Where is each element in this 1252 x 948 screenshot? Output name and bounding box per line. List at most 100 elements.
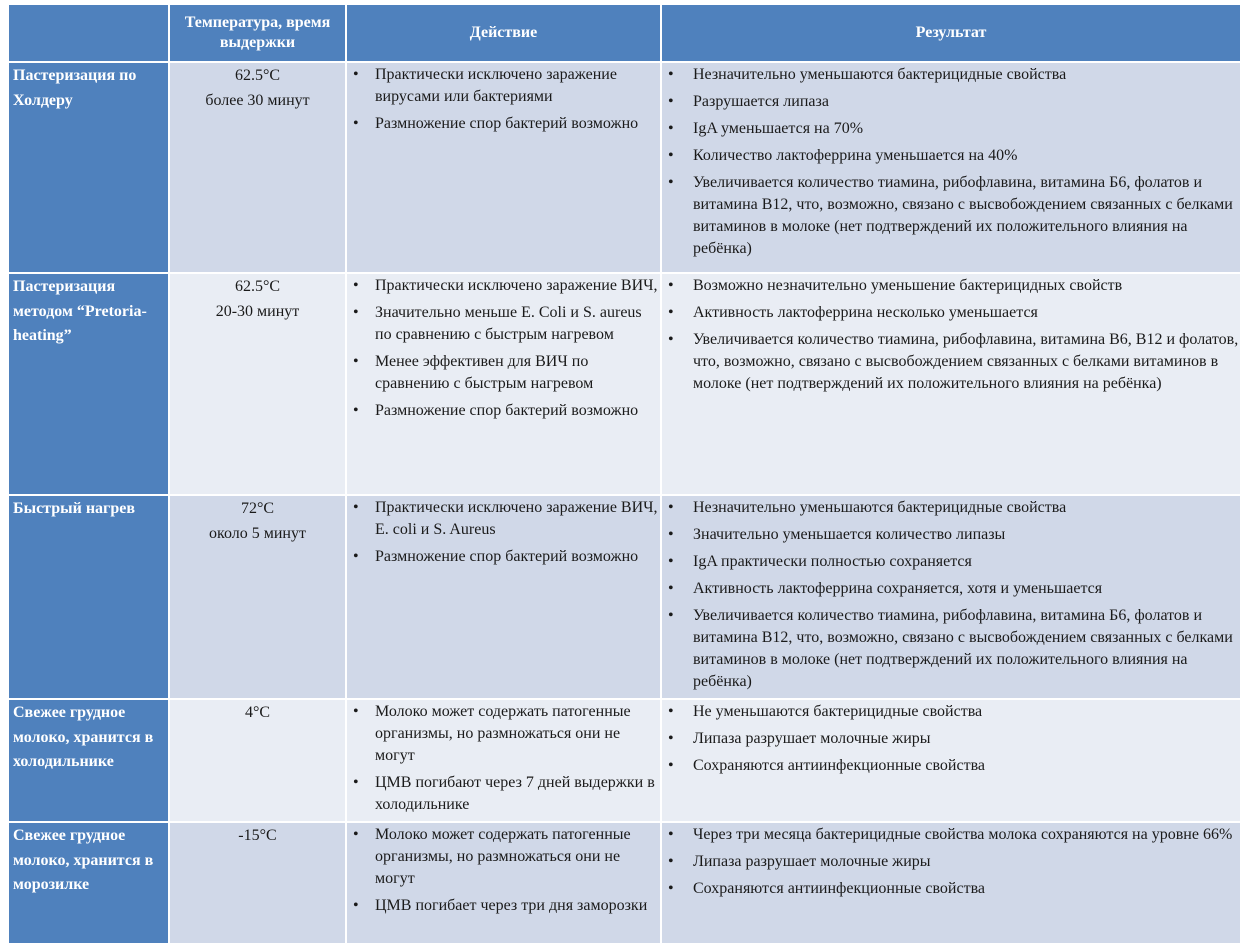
header-temperature: Температура, время выдержки	[168, 3, 347, 63]
list-item: • Молоко может содержать патогенные орган…	[347, 824, 660, 890]
bullet-icon: •	[668, 304, 674, 321]
list-item: • Увеличивается количество тиамина, рибоф…	[662, 605, 1240, 693]
action-text: Молоко может содержать патогенные органи…	[375, 703, 631, 764]
bullet-icon: •	[668, 277, 674, 294]
temperature-line: около 5 минут	[209, 524, 306, 542]
list-item: • Сохраняются антиинфекционные свойства	[662, 755, 1240, 777]
action-text: Менее эффективен для ВИЧ по сравнению с …	[375, 353, 594, 392]
temperature-line: 62.5°C	[234, 278, 281, 295]
action-text: Значительно меньше E. Coli и S. aureus п…	[375, 304, 642, 343]
action-text: Размножение спор бактерий возможно	[375, 115, 639, 132]
list-item: • Незначительно уменьшаются бактерицидные…	[662, 64, 1240, 86]
list-item: • Практически исключено заражение ВИЧ, E.…	[347, 497, 660, 541]
list-item: • Активность лактоферрина сохраняется, хо…	[662, 578, 1240, 600]
header-result: Результат	[660, 3, 1242, 63]
action-cell: • Молоко может содержать патогенные орган…	[345, 698, 662, 823]
action-text: ЦМВ погибают через 7 дней выдержки в хол…	[375, 774, 655, 813]
bullet-icon: •	[353, 66, 359, 83]
list-item: • Незначительно уменьшаются бактерицидные…	[662, 497, 1240, 519]
action-text: ЦМВ погибает через три дня заморозки	[375, 897, 648, 914]
temperature-cell: 72°C около 5 минут	[168, 494, 347, 700]
result-list: • Через три месяца бактерицидные свойства…	[662, 824, 1240, 900]
temperature-line: 72°C	[240, 500, 275, 517]
result-text: IgA уменьшается на 70%	[693, 120, 864, 137]
method-label: Пастеризация по Холдеру	[7, 61, 170, 274]
action-text: Практически исключено заражение ВИЧ, E. …	[375, 499, 658, 538]
temperature-line: 4°C	[244, 704, 271, 721]
result-text: Разрушается липаза	[693, 93, 829, 110]
result-text: Увеличивается количество тиамина, рибофл…	[693, 331, 1239, 392]
list-item: • Липаза разрушает молочные жиры	[662, 728, 1240, 750]
result-text: Незначительно уменьшаются бактерицидные …	[693, 499, 1067, 516]
temperature-cell: 62.5°C более 30 минут	[168, 61, 347, 274]
action-cell: • Молоко может содержать патогенные орган…	[345, 821, 662, 945]
result-list: • Незначительно уменьшаются бактерицидные…	[662, 497, 1240, 693]
bullet-icon: •	[353, 304, 359, 321]
bullet-icon: •	[668, 147, 674, 164]
table-row: Свежее грудное молоко, хранится в морози…	[7, 821, 1242, 945]
list-item: • Не уменьшаются бактерицидные свойства	[662, 701, 1240, 723]
action-text: Молоко может содержать патогенные органи…	[375, 826, 631, 887]
result-text: Увеличивается количество тиамина, рибофл…	[693, 174, 1233, 257]
list-item: • ЦМВ погибает через три дня заморозки	[347, 895, 660, 917]
result-list: • Незначительно уменьшаются бактерицидные…	[662, 64, 1240, 260]
result-text: Липаза разрушает молочные жиры	[693, 853, 931, 870]
action-cell: • Практически исключено заражение ВИЧ, • Зн…	[345, 272, 662, 496]
list-item: • Значительно меньше E. Coli и S. aureus …	[347, 302, 660, 346]
bullet-icon: •	[668, 93, 674, 110]
list-item: • Размножение спор бактерий возможно	[347, 113, 660, 135]
temperature-cell: -15°C	[168, 821, 347, 945]
list-item: • Молоко может содержать патогенные орган…	[347, 701, 660, 767]
list-item: • Размножение спор бактерий возможно	[347, 400, 660, 422]
list-item: • Практически исключено заражение ВИЧ,	[347, 275, 660, 297]
bullet-icon: •	[668, 499, 674, 516]
result-list: • Возможно незначительно уменьшение бакте…	[662, 275, 1240, 395]
bullet-icon: •	[353, 277, 359, 294]
bullet-icon: •	[668, 553, 674, 570]
method-label: Пастеризация методом “Pretoria-heating”	[7, 272, 170, 496]
action-text: Размножение спор бактерий возможно	[375, 402, 639, 419]
result-list: • Не уменьшаются бактерицидные свойства • Л…	[662, 701, 1240, 777]
bullet-icon: •	[668, 826, 674, 843]
result-text: Не уменьшаются бактерицидные свойства	[693, 703, 983, 720]
result-text: Липаза разрушает молочные жиры	[693, 730, 931, 747]
result-cell: • Возможно незначительно уменьшение бакте…	[660, 272, 1242, 496]
list-item: • Увеличивается количество тиамина, рибоф…	[662, 329, 1240, 395]
result-text: IgA практически полностью сохраняется	[693, 553, 972, 570]
result-text: Значительно уменьшается количество липаз…	[693, 526, 1006, 543]
list-item: • Через три месяца бактерицидные свойства…	[662, 824, 1240, 846]
bullet-icon: •	[668, 580, 674, 597]
temperature-line: 20-30 минут	[215, 302, 300, 320]
result-text: Активность лактоферрина несколько уменьш…	[693, 304, 1038, 321]
bullet-icon: •	[668, 120, 674, 137]
bullet-icon: •	[353, 402, 359, 419]
result-cell: • Не уменьшаются бактерицидные свойства • Л…	[660, 698, 1242, 823]
result-text: Через три месяца бактерицидные свойства …	[693, 826, 1233, 843]
action-cell: • Практически исключено заражение вирусам…	[345, 61, 662, 274]
list-item: • IgA практически полностью сохраняется	[662, 551, 1240, 573]
table-row: Свежее грудное молоко, хранится в холоди…	[7, 698, 1242, 823]
action-text: Практически исключено заражение вирусами…	[375, 66, 617, 105]
table-row: Пастеризация по Холдеру 62.5°C более 30 ми…	[7, 61, 1242, 274]
bullet-icon: •	[668, 174, 674, 191]
action-cell: • Практически исключено заражение ВИЧ, E.…	[345, 494, 662, 700]
bullet-icon: •	[668, 703, 674, 720]
header-row: Температура, время выдержки Действие Рез…	[7, 3, 1242, 63]
bullet-icon: •	[668, 331, 674, 348]
temperature-line: -15°C	[238, 827, 277, 844]
list-item: • Количество лактоферрина уменьшается на …	[662, 145, 1240, 167]
bullet-icon: •	[353, 897, 359, 914]
list-item: • Активность лактоферрина несколько умень…	[662, 302, 1240, 324]
bullet-icon: •	[668, 757, 674, 774]
list-item: • Возможно незначительно уменьшение бакте…	[662, 275, 1240, 297]
result-text: Количество лактоферрина уменьшается на 4…	[693, 147, 1018, 164]
table-row: Быстрый нагрев 72°C около 5 минут • Практиче…	[7, 494, 1242, 700]
bullet-icon: •	[353, 115, 359, 132]
pasteurization-table: Температура, время выдержки Действие Рез…	[7, 3, 1242, 945]
list-item: • IgA уменьшается на 70%	[662, 118, 1240, 140]
bullet-icon: •	[353, 353, 359, 370]
action-text: Практически исключено заражение ВИЧ,	[375, 277, 658, 294]
action-list: • Молоко может содержать патогенные орган…	[347, 701, 660, 816]
bullet-icon: •	[353, 774, 359, 791]
table-row: Пастеризация методом “Pretoria-heating” 6…	[7, 272, 1242, 496]
